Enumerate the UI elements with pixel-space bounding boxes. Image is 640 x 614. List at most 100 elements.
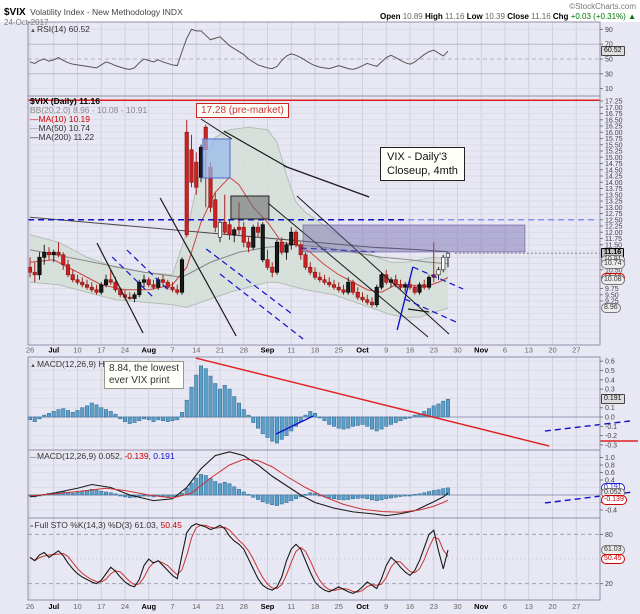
ma50-legend: MA(50) 10.74 xyxy=(38,123,91,133)
sto-k-value: 61.03, xyxy=(134,520,159,530)
svg-text:16.75: 16.75 xyxy=(605,111,623,118)
svg-text:13.00: 13.00 xyxy=(605,205,623,212)
high-value: 11.16 xyxy=(445,12,465,21)
svg-text:25: 25 xyxy=(335,346,343,355)
svg-text:14.00: 14.00 xyxy=(605,180,623,187)
axis-value-box: 8.96 xyxy=(601,303,621,314)
sto-d-value: 50.45 xyxy=(160,520,182,530)
svg-text:9: 9 xyxy=(384,602,388,611)
bollinger-legend: BB(20,2.0) 8.96 - 10.08 - 10.91 xyxy=(30,105,148,115)
close-value: 11.16 xyxy=(531,12,551,21)
svg-text:0.5: 0.5 xyxy=(605,368,615,375)
svg-text:50: 50 xyxy=(605,57,613,64)
svg-text:-0.4: -0.4 xyxy=(605,508,617,515)
rsi-label: RSI(14) xyxy=(36,24,67,34)
macd-legend: —MACD(12,26,9) 0.052, -0.139, 0.191 xyxy=(30,452,175,463)
svg-text:21: 21 xyxy=(216,602,224,611)
svg-text:14: 14 xyxy=(192,602,200,611)
svg-text:10.50: 10.50 xyxy=(605,267,623,274)
low-label: Low xyxy=(466,12,483,21)
rsi-value: 60.52 xyxy=(68,24,90,34)
svg-text:13: 13 xyxy=(525,602,533,611)
svg-text:27: 27 xyxy=(572,346,580,355)
svg-text:1.0: 1.0 xyxy=(605,455,615,462)
lowest-print-annotation: 8.84, the lowest ever VIX print xyxy=(104,361,185,389)
svg-text:9: 9 xyxy=(384,346,388,355)
svg-text:16.50: 16.50 xyxy=(605,117,623,124)
svg-text:10: 10 xyxy=(605,86,613,93)
svg-text:15.00: 15.00 xyxy=(605,155,623,162)
svg-text:26: 26 xyxy=(26,602,34,611)
ma10-legend: MA(10) 10.19 xyxy=(38,114,91,124)
stochastic-lines xyxy=(29,523,449,595)
svg-text:12.25: 12.25 xyxy=(605,224,623,231)
svg-text:30: 30 xyxy=(605,71,613,78)
svg-text:16: 16 xyxy=(406,346,414,355)
lowest-print-line2: ever VIX print xyxy=(109,375,170,386)
svg-text:Aug: Aug xyxy=(141,346,156,355)
svg-text:6: 6 xyxy=(503,602,507,611)
svg-text:28: 28 xyxy=(240,346,248,355)
svg-text:20: 20 xyxy=(548,602,556,611)
svg-text:11.75: 11.75 xyxy=(605,236,622,243)
svg-text:0.4: 0.4 xyxy=(605,478,615,485)
svg-text:13.25: 13.25 xyxy=(605,199,623,206)
svg-text:28: 28 xyxy=(240,602,248,611)
svg-text:0.1: 0.1 xyxy=(605,405,615,412)
annotation-overlays xyxy=(28,99,638,504)
macd-histogram xyxy=(27,365,450,444)
svg-text:Nov: Nov xyxy=(474,602,489,611)
chg-label: Chg xyxy=(552,12,569,21)
svg-text:Oct: Oct xyxy=(356,602,369,611)
svg-text:18: 18 xyxy=(311,346,319,355)
svg-text:20: 20 xyxy=(548,346,556,355)
svg-text:80: 80 xyxy=(605,532,613,539)
indicator-icon: ▲ xyxy=(30,28,36,34)
macd-signal-value: -0.139, xyxy=(124,451,151,461)
ohlc-quote: Open 10.89 High 11.16 Low 10.39 Close 11… xyxy=(380,12,636,21)
chart-background xyxy=(0,22,640,614)
svg-text:18: 18 xyxy=(311,602,319,611)
svg-text:11.50: 11.50 xyxy=(605,242,622,249)
chart-note-line1: VIX - Daily'3 xyxy=(387,151,448,163)
svg-text:16.00: 16.00 xyxy=(605,130,623,137)
close-label: Close xyxy=(507,12,529,21)
svg-text:Jul: Jul xyxy=(48,346,59,355)
svg-text:0.3: 0.3 xyxy=(605,387,615,394)
svg-text:11: 11 xyxy=(287,602,295,611)
svg-text:-0.3: -0.3 xyxy=(605,442,617,449)
chart-title: Volatility Index - New Methodology INDX xyxy=(30,7,183,17)
lowest-print-line1: 8.84, the lowest xyxy=(109,363,180,374)
svg-text:20: 20 xyxy=(605,581,613,588)
svg-text:9.75: 9.75 xyxy=(605,286,619,293)
svg-text:7: 7 xyxy=(170,346,174,355)
stochastic-legend: =Full STO %K(14,3) %D(3) 61.03, 50.45 xyxy=(30,521,182,532)
macd-label: MACD(12,26,9) xyxy=(37,451,97,461)
rsi-legend: ▲RSI(14) 60.52 xyxy=(30,25,90,36)
svg-text:23: 23 xyxy=(430,346,438,355)
svg-text:0.6: 0.6 xyxy=(605,359,615,366)
axis-value-box: 50.45 xyxy=(601,553,625,564)
svg-text:13: 13 xyxy=(525,346,533,355)
chart-header: $VIX Volatility Index - New Methodology … xyxy=(4,2,636,20)
rsi-line xyxy=(29,28,449,70)
svg-text:Sep: Sep xyxy=(261,602,275,611)
macd-value: 0.052, xyxy=(98,451,123,461)
svg-text:-0.1: -0.1 xyxy=(605,424,617,431)
svg-text:16: 16 xyxy=(406,602,414,611)
macd-hist-label: MACD(12,26,9) Hist xyxy=(36,359,114,369)
chg-value: +0.03 (+0.31%) xyxy=(570,12,626,21)
svg-text:0.8: 0.8 xyxy=(605,463,615,470)
svg-text:14.25: 14.25 xyxy=(605,174,623,181)
indicator-icon: = xyxy=(30,524,34,530)
macd-hist-value2: 0.191 xyxy=(153,451,175,461)
stockcharts-credit: ©StockCharts.com xyxy=(569,2,636,11)
main-legend: $VIX (Daily) 11.16 BB(20,2.0) 8.96 - 10.… xyxy=(30,97,147,142)
svg-text:10: 10 xyxy=(73,346,81,355)
svg-text:15.75: 15.75 xyxy=(605,136,623,143)
svg-text:Oct: Oct xyxy=(356,346,369,355)
chart-note-annotation: VIX - Daily'3 Closeup, 4mth xyxy=(380,147,465,181)
svg-text:13.75: 13.75 xyxy=(605,186,623,193)
low-value: 10.39 xyxy=(484,12,505,21)
